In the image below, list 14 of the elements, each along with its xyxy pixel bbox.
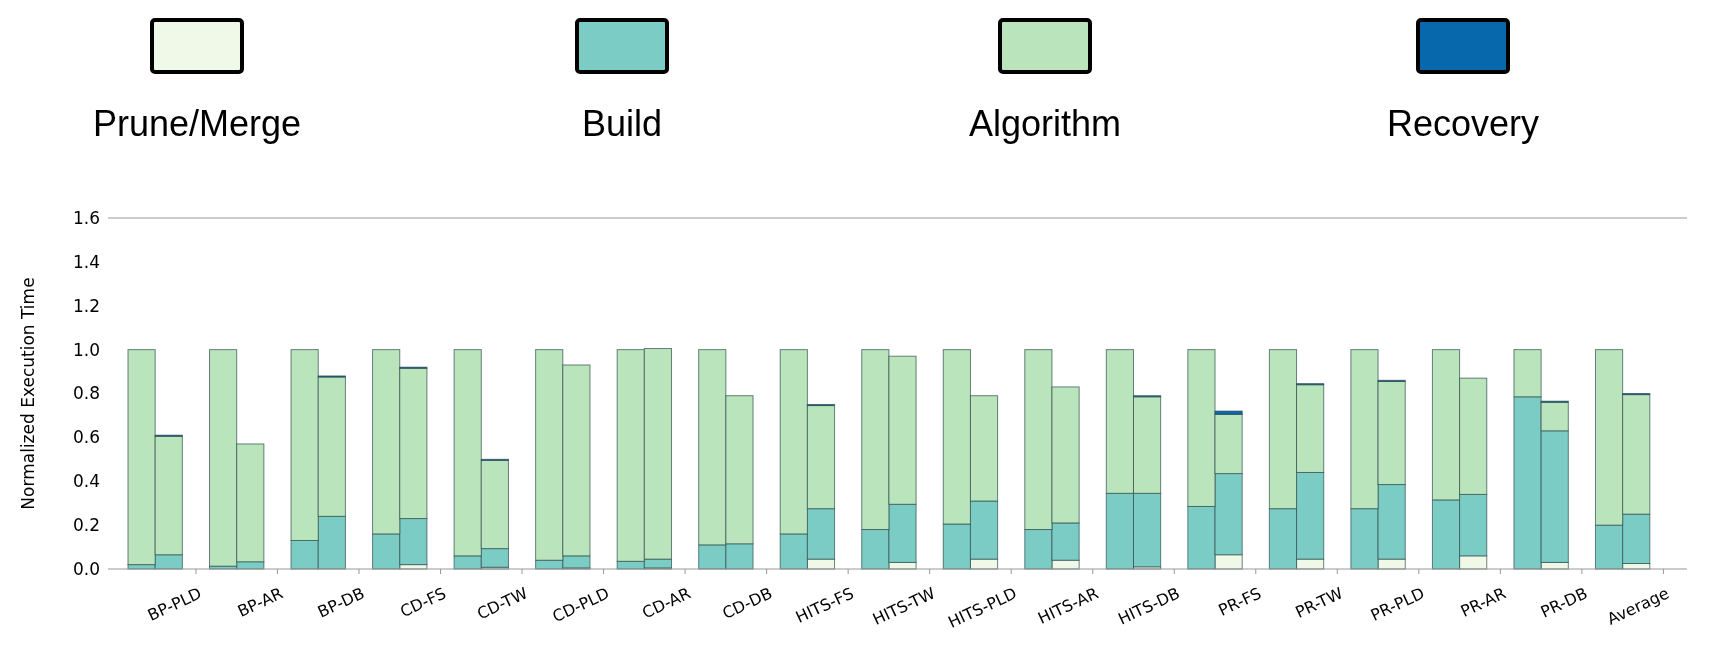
legend-label: Algorithm: [968, 103, 1122, 144]
legend-label: Build: [581, 103, 663, 144]
y-tick-label: 0.0: [72, 558, 100, 579]
y-tick-label: 1.2: [72, 295, 100, 316]
y-tick-label: 0.6: [72, 427, 100, 448]
y-tick-label: 0.4: [72, 471, 100, 492]
y-tick-label: 1.4: [72, 251, 100, 272]
y-tick-label: 0.2: [72, 515, 100, 536]
legend-label: Recovery: [1386, 103, 1540, 144]
y-tick-label: 1.0: [72, 339, 100, 360]
y-tick-label: 1.6: [72, 207, 100, 228]
y-tick-label: 0.8: [72, 383, 100, 404]
y-axis-title: Normalized Execution Time: [18, 277, 38, 510]
legend-label: Prune/Merge: [92, 103, 302, 144]
